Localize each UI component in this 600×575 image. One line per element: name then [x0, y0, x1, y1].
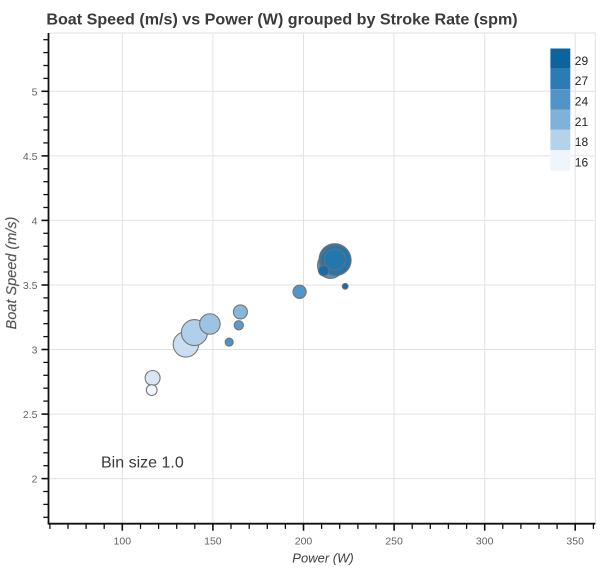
svg-text:150: 150	[204, 535, 222, 547]
svg-text:Boat Speed (m/s): Boat Speed (m/s)	[4, 217, 20, 330]
svg-text:5: 5	[32, 86, 38, 98]
svg-text:24: 24	[575, 95, 589, 109]
svg-text:Boat Speed (m/s) vs Power (W): Boat Speed (m/s) vs Power (W) grouped by…	[46, 11, 517, 29]
svg-text:27: 27	[575, 74, 589, 88]
svg-text:200: 200	[295, 535, 313, 547]
svg-text:300: 300	[476, 535, 494, 547]
svg-text:3.5: 3.5	[23, 280, 38, 292]
svg-text:Power (W): Power (W)	[292, 551, 353, 566]
svg-text:Bin size 1.0: Bin size 1.0	[101, 454, 184, 471]
svg-text:4: 4	[32, 215, 38, 227]
svg-text:250: 250	[385, 535, 403, 547]
svg-text:2.5: 2.5	[23, 409, 38, 421]
svg-text:4.5: 4.5	[23, 151, 38, 163]
svg-text:29: 29	[575, 54, 589, 68]
svg-text:2: 2	[32, 474, 38, 486]
svg-text:100: 100	[114, 535, 132, 547]
svg-text:3: 3	[32, 345, 38, 357]
svg-text:21: 21	[575, 115, 589, 129]
svg-text:350: 350	[566, 535, 584, 547]
svg-text:16: 16	[575, 156, 589, 170]
svg-text:18: 18	[575, 135, 589, 149]
